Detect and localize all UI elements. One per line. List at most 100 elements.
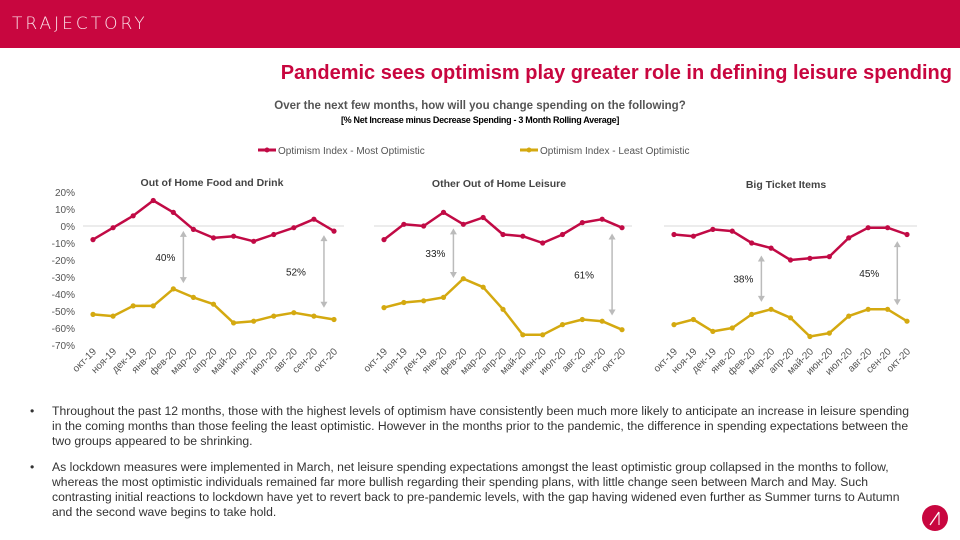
data-point — [671, 322, 677, 328]
data-point — [865, 225, 871, 231]
y-tick-label: 0% — [61, 222, 76, 233]
gap-arrowhead — [320, 235, 328, 242]
bullet-symbol: • — [30, 404, 35, 418]
data-point — [729, 228, 735, 234]
trajectory-logo: TRAJECTORY — [12, 14, 148, 34]
data-point — [690, 316, 697, 323]
data-point — [480, 284, 486, 290]
data-point — [579, 220, 585, 226]
data-point — [440, 294, 447, 300]
data-point — [230, 320, 237, 326]
data-point — [619, 225, 625, 231]
data-point — [381, 237, 387, 243]
data-point — [865, 306, 871, 312]
data-point — [381, 305, 387, 311]
chart-question: Over the next few months, how will you c… — [274, 100, 686, 112]
gap-arrowhead — [449, 228, 457, 235]
data-point — [251, 318, 257, 324]
data-point — [807, 333, 813, 340]
chart-question-note: [% Net Increase minus Decrease Spending … — [340, 115, 620, 125]
data-point — [311, 216, 317, 222]
data-point — [787, 257, 794, 263]
page-title: Pandemic sees optimism play greater role… — [280, 62, 952, 84]
data-point — [170, 209, 176, 215]
series-line — [673, 308, 908, 338]
data-point — [110, 225, 116, 231]
data-point — [150, 197, 156, 204]
data-point — [768, 245, 774, 251]
data-point — [559, 322, 566, 328]
data-point — [904, 231, 910, 238]
y-tick-label: -70% — [52, 341, 75, 352]
data-point — [401, 299, 407, 306]
data-point — [540, 240, 546, 246]
data-point — [331, 228, 337, 234]
data-point — [884, 225, 891, 231]
y-tick-label: -50% — [52, 307, 75, 318]
y-tick-label: -30% — [52, 273, 75, 284]
gap-label: 33% — [425, 249, 445, 260]
data-point — [190, 226, 197, 232]
data-point — [271, 313, 277, 319]
series-line — [383, 211, 623, 245]
data-point — [291, 310, 297, 316]
bullet-symbol: • — [30, 460, 35, 474]
bullet-text: As lockdown measures were implemented in… — [52, 460, 900, 519]
gap-arrowhead — [893, 241, 901, 248]
data-point — [291, 225, 297, 231]
data-point — [331, 316, 337, 323]
data-point — [807, 255, 813, 261]
panel-title: Other Out of Home Leisure — [432, 178, 566, 190]
data-point — [559, 231, 566, 238]
gap-arrowhead — [757, 255, 765, 262]
y-tick-label: -40% — [52, 290, 75, 301]
data-point — [619, 327, 625, 333]
data-point — [460, 276, 466, 282]
panel-title: Out of Home Food and Drink — [141, 177, 284, 189]
data-point — [826, 254, 832, 260]
data-point — [768, 306, 774, 312]
data-point — [90, 311, 96, 317]
gap-arrowhead — [179, 230, 187, 237]
gap-label: 61% — [574, 270, 594, 281]
data-point — [90, 237, 96, 243]
data-point — [460, 221, 466, 227]
bullet-2: • As lockdown measures were implemented … — [30, 460, 920, 520]
data-point — [710, 328, 716, 334]
gap-arrowhead — [893, 299, 901, 306]
legend-label: Optimism Index - Most Optimistic — [278, 146, 425, 157]
series-line — [92, 199, 335, 243]
data-point — [540, 332, 546, 338]
gap-arrowhead — [179, 277, 187, 284]
data-point — [520, 332, 526, 338]
data-point — [500, 306, 506, 312]
bullet-1: • Throughout the past 12 months, those w… — [30, 404, 920, 449]
data-point — [271, 231, 277, 238]
legend-marker — [526, 147, 532, 153]
data-point — [251, 238, 257, 244]
gap-arrowhead — [320, 301, 328, 308]
gap-label: 52% — [286, 267, 306, 278]
gap-arrowhead — [449, 272, 457, 279]
data-point — [170, 286, 176, 292]
y-tick-label: -20% — [52, 256, 75, 267]
gap-arrowhead — [608, 309, 616, 316]
data-point — [130, 213, 136, 219]
data-point — [500, 231, 506, 238]
y-tick-label: -60% — [52, 324, 75, 335]
data-point — [710, 226, 716, 232]
data-point — [729, 325, 735, 331]
data-point — [884, 306, 891, 312]
bullet-text: Throughout the past 12 months, those wit… — [52, 404, 909, 448]
data-point — [110, 313, 116, 319]
data-point — [421, 223, 427, 229]
data-point — [190, 294, 197, 300]
data-point — [690, 233, 697, 239]
data-point — [846, 235, 852, 241]
data-point — [904, 318, 910, 324]
data-point — [210, 301, 217, 307]
y-tick-label: 20% — [55, 188, 75, 199]
gap-arrowhead — [608, 233, 616, 240]
gap-arrowhead — [757, 295, 765, 302]
data-point — [671, 231, 677, 238]
